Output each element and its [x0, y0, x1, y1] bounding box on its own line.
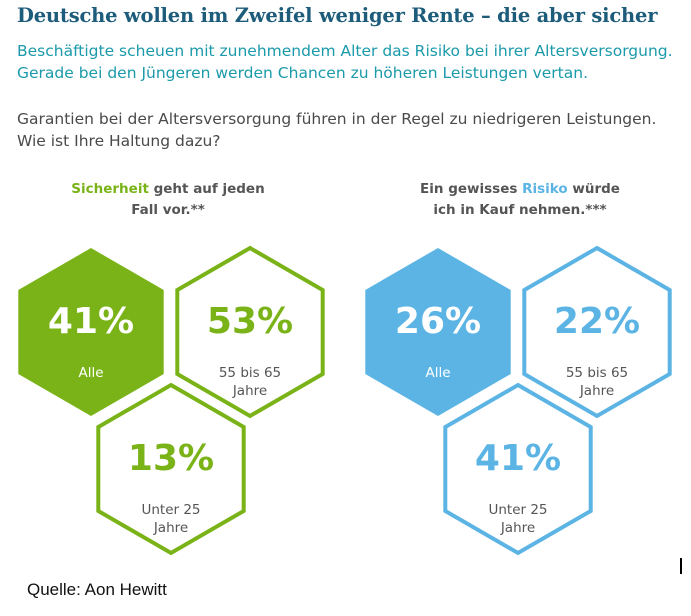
- security-hex-2-label-line-1: 55 bis 65: [219, 365, 281, 381]
- security-hex-1-shape: [18, 248, 164, 416]
- chart-title: Deutsche wollen im Zweifel weniger Rente…: [17, 4, 658, 27]
- risk-title-pre: Ein gewisses: [420, 181, 523, 197]
- subtitle-line-2: Gerade bei den Jüngeren werden Chancen z…: [17, 64, 588, 82]
- security-title-rest: geht auf jeden: [148, 181, 265, 197]
- security-title-line-2: Fall vor.**: [131, 202, 205, 218]
- risk-hex-2-label-line-2: Jahre: [579, 383, 614, 399]
- security-hex-1-value: 41%: [48, 301, 134, 342]
- security-hex-3-shape: [96, 382, 246, 556]
- risk-hex-2-value: 22%: [554, 301, 640, 342]
- security-hex-3: 13% Unter 25 Jahre: [96, 382, 246, 556]
- source-note: Quelle: Aon Hewitt: [27, 580, 167, 599]
- security-hex-3-label-line-1: Unter 25: [141, 502, 200, 518]
- security-hex-3-value: 13%: [128, 438, 214, 479]
- security-hex-2-value: 53%: [207, 301, 293, 342]
- subtitle: Beschäftigte scheuen mit zunehmendem Alt…: [17, 40, 673, 84]
- risk-title-line-2: ich in Kauf nehmen.***: [433, 202, 607, 218]
- security-hex-2-shape: [175, 245, 325, 419]
- security-highlight: Sicherheit: [71, 181, 149, 197]
- question-line-2: Wie ist Ihre Haltung dazu?: [17, 132, 221, 150]
- security-hex-3-label-line-2: Jahre: [153, 520, 188, 536]
- risk-hex-3-label-line-1: Unter 25: [488, 502, 547, 518]
- survey-question: Garantien bei der Altersversorgung führe…: [17, 108, 656, 152]
- question-line-1: Garantien bei der Altersversorgung führe…: [17, 110, 657, 128]
- risk-hex-1-value: 26%: [395, 301, 481, 342]
- risk-hex-2-label-line-1: 55 bis 65: [566, 365, 628, 381]
- security-hex-1: 41% Alle: [18, 248, 164, 416]
- risk-hex-2: 22% 55 bis 65 Jahre: [522, 245, 672, 419]
- risk-hex-3-value: 41%: [475, 438, 561, 479]
- risk-hex-3: 41% Unter 25 Jahre: [443, 382, 593, 556]
- security-hex-2: 53% 55 bis 65 Jahre: [175, 245, 325, 419]
- risk-hex-2-shape: [522, 245, 672, 419]
- security-hex-2-label-line-2: Jahre: [232, 383, 267, 399]
- risk-hex-1: 26% Alle: [365, 248, 511, 416]
- security-group-title: Sicherheit geht auf jeden Fall vor.**: [58, 179, 278, 221]
- risk-hex-3-label-line-2: Jahre: [500, 520, 535, 536]
- risk-highlight: Risiko: [522, 181, 568, 197]
- risk-hex-1-shape: [365, 248, 511, 416]
- risk-group-title: Ein gewisses Risiko würde ich in Kauf ne…: [400, 179, 640, 221]
- subtitle-line-1: Beschäftigte scheuen mit zunehmendem Alt…: [17, 42, 673, 60]
- risk-hex-1-label-line-1: Alle: [425, 365, 450, 381]
- risk-hex-3-shape: [443, 382, 593, 556]
- text-cursor: [680, 558, 682, 574]
- risk-title-post: würde: [567, 181, 620, 197]
- security-hex-1-label-line-1: Alle: [78, 365, 103, 381]
